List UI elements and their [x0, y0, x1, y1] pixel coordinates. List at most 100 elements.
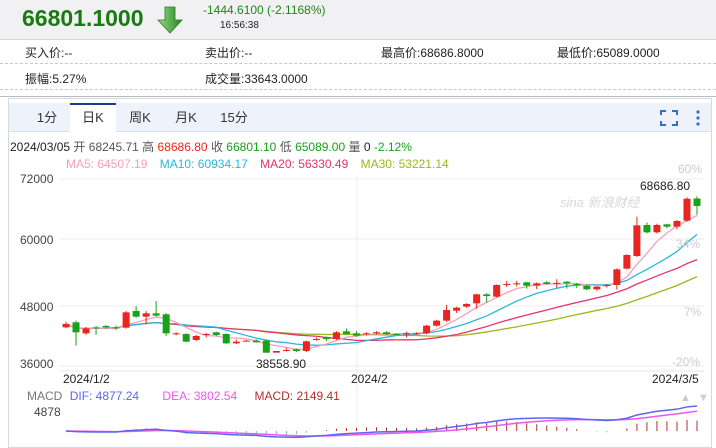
candle-body: [262, 340, 270, 353]
vol-value: 0: [363, 140, 371, 154]
candle-body: [252, 340, 260, 343]
macd-value: MACD: 2149.41: [254, 389, 340, 403]
high-price: 最高价:68686.8000: [381, 46, 484, 60]
candle-body: [132, 310, 140, 317]
high-value: 68686.80: [157, 140, 208, 154]
price-change: -1444.6100 (-2.1168%): [203, 3, 326, 17]
candle-body: [573, 283, 581, 285]
candle-body: [162, 314, 170, 334]
x-label: 2024/1/2: [63, 372, 110, 386]
candle-body: [122, 312, 130, 328]
close-value: 66801.10: [226, 140, 277, 154]
down-arrow-icon: [157, 6, 183, 34]
ma10-line: [65, 233, 698, 346]
y-tick: 60000: [20, 233, 54, 247]
candle-body: [553, 282, 561, 284]
ma20-value: MA20: 56330.49: [260, 157, 349, 171]
divider: [0, 63, 716, 64]
candle-body: [312, 338, 320, 341]
volume: 成交量:33643.0000: [205, 72, 308, 86]
candle-body: [372, 332, 380, 334]
candle-body: [653, 225, 661, 233]
candle-body: [352, 333, 360, 336]
open-label: 开: [73, 140, 86, 154]
tab-15min[interactable]: 15分: [220, 110, 248, 125]
y-tick: 72000: [20, 172, 54, 186]
min-price-label: 38558.90: [256, 357, 307, 371]
candle-body: [673, 221, 681, 227]
candle-body: [603, 284, 611, 286]
kebab-menu-icon[interactable]: [695, 109, 701, 127]
candle-body: [423, 325, 431, 334]
candle-body: [202, 333, 210, 335]
candle-body: [513, 283, 521, 285]
candle-body: [112, 327, 120, 329]
candle-body: [683, 198, 691, 221]
x-label: 2024/3/5: [652, 372, 699, 386]
candle-body: [433, 320, 441, 326]
candle-body: [483, 294, 491, 296]
ask-price: 卖出价:--: [205, 46, 253, 60]
candle-body: [473, 294, 481, 304]
fullscreen-icon[interactable]: [660, 110, 678, 126]
candle-body: [342, 331, 350, 334]
candle-body: [272, 350, 280, 353]
scroll-down-icon[interactable]: ▼: [698, 392, 709, 404]
x-label: 2024/2: [351, 372, 388, 386]
ohlc-summary: 2024/03/05 开 68245.71 高 68686.80 收 66801…: [10, 140, 412, 154]
candle-body: [663, 224, 671, 227]
quote-time: 16:56:38: [220, 20, 259, 31]
candle-body: [623, 254, 631, 269]
ma10-value: MA10: 60934.17: [159, 157, 248, 171]
macd-title: MACD: [27, 389, 63, 403]
candle-body: [142, 313, 150, 317]
candle-body: [633, 225, 641, 256]
candle-body: [192, 335, 200, 340]
candle-body: [332, 332, 340, 339]
candle-body: [212, 332, 220, 335]
candle-body: [403, 333, 411, 335]
bar-date: 2024/03/05: [10, 140, 71, 154]
tab-monthly[interactable]: 月K: [175, 110, 197, 125]
macd-legend: MACD DIF: 4877.24 DEA: 3802.54 MACD: 214…: [27, 389, 340, 403]
candle-body: [523, 282, 531, 286]
tab-weekly[interactable]: 周K: [129, 110, 151, 125]
candle-body: [563, 281, 571, 284]
max-price-label: 68686.80: [640, 179, 691, 193]
candle-body: [413, 333, 421, 335]
vol-label: 量: [348, 140, 361, 154]
tab-daily[interactable]: 日K: [70, 103, 116, 133]
tab-1min[interactable]: 1分: [36, 110, 58, 125]
candle-body: [182, 333, 190, 342]
y-tick: 36000: [20, 357, 54, 371]
candle-body: [533, 283, 541, 286]
ma5-line: [65, 214, 698, 351]
low-value: 65089.00: [295, 140, 346, 154]
ma5-value: MA5: 64507.19: [66, 157, 148, 171]
y-tick: 48000: [20, 300, 54, 314]
ma30-value: MA30: 53221.14: [360, 157, 449, 171]
candle-body: [282, 350, 290, 352]
candle-body: [82, 328, 90, 334]
candle-body: [693, 198, 701, 207]
candle-body: [232, 341, 240, 344]
candle-body: [393, 333, 401, 335]
candle-body: [583, 285, 591, 290]
candle-body: [503, 283, 511, 285]
macd-y-tick: 4878: [34, 405, 61, 419]
candle-body: [453, 307, 461, 311]
candle-body: [152, 313, 160, 316]
amplitude: 振幅:5.27%: [25, 72, 87, 86]
candle-body: [102, 325, 110, 328]
candle-body: [383, 332, 391, 334]
candle-body: [443, 309, 451, 321]
candle-body: [362, 333, 370, 335]
low-label: 低: [279, 140, 292, 154]
candle-body: [242, 340, 250, 342]
bid-price: 买入价:--: [25, 46, 73, 60]
candle-body: [172, 333, 180, 335]
pct-tick: -20%: [672, 355, 701, 369]
scroll-up-icon[interactable]: ▲: [680, 392, 691, 404]
open-value: 68245.71: [88, 140, 139, 154]
